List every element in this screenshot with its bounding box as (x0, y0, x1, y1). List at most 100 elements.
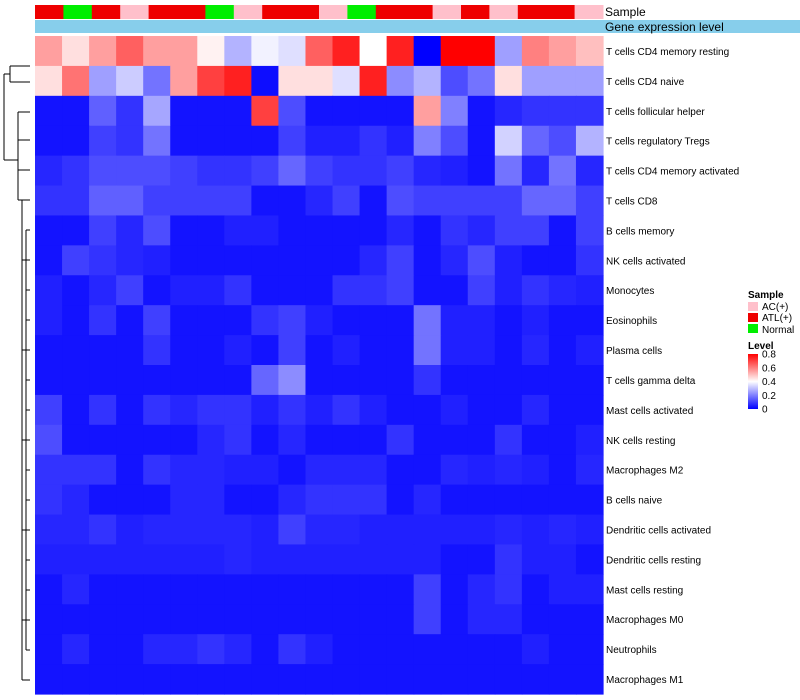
row-dendrogram (3, 65, 30, 681)
heatmap-cell (224, 335, 252, 366)
heatmap-cell (62, 155, 90, 187)
level-legend-title: Level (748, 341, 774, 352)
heatmap-cell (413, 365, 442, 396)
heatmap-cell (359, 634, 388, 665)
heatmap-cell (278, 125, 307, 157)
heatmap-cell (575, 36, 604, 67)
level-tick-labels: 0.8 0.6 0.4 0.2 0 (762, 350, 776, 416)
heatmap-cell (467, 454, 496, 486)
sample-annotation-cell (63, 5, 93, 19)
heatmap-cell (440, 36, 469, 67)
heatmap-cell (224, 275, 252, 306)
heatmap-cell (224, 574, 252, 605)
gene-expression-annotation-bar (35, 20, 800, 33)
heatmap-cell (467, 424, 496, 456)
heatmap-cell (521, 125, 550, 157)
heatmap-cell (305, 454, 334, 486)
level-tick-label: 0.2 (762, 391, 776, 402)
heatmap-cell (413, 275, 442, 306)
heatmap-cell (89, 574, 117, 605)
heatmap-cell (467, 604, 496, 635)
heatmap-cell (35, 185, 63, 217)
heatmap-cell (116, 95, 144, 127)
heatmap-cell (251, 514, 280, 546)
heatmap-cell (521, 574, 550, 605)
heatmap-cell (359, 95, 388, 127)
heatmap-cell (467, 275, 496, 306)
heatmap-cell (116, 335, 144, 366)
heatmap-cell (278, 664, 307, 695)
heatmap-cell (548, 36, 577, 67)
heatmap-cell (332, 335, 361, 366)
heatmap-cell (548, 155, 577, 187)
heatmap-cell (278, 215, 307, 246)
heatmap-cell (89, 514, 117, 546)
row-label: Neutrophils (606, 645, 657, 656)
heatmap-cell (62, 454, 90, 486)
sample-annotation-cell (432, 5, 462, 19)
heatmap-cell (224, 454, 252, 486)
heatmap-cell (224, 305, 252, 336)
sample-annotation-label: Sample (605, 5, 646, 19)
heatmap-cell (413, 215, 442, 246)
heatmap-cell (170, 664, 198, 695)
heatmap-cell (143, 544, 171, 575)
heatmap-cell (89, 185, 117, 217)
heatmap-cell (521, 664, 550, 695)
heatmap-cell (386, 65, 415, 97)
heatmap-cell (116, 484, 144, 516)
heatmap-cell (548, 365, 577, 396)
heatmap-cell (251, 544, 280, 575)
heatmap-cell (494, 335, 523, 366)
heatmap-cell (575, 454, 604, 486)
heatmap-cell (575, 664, 604, 695)
heatmap-cell (359, 65, 388, 97)
row-label: Dendritic cells activated (606, 526, 711, 537)
heatmap-cell (224, 65, 252, 97)
heatmap-cell (170, 245, 198, 276)
row-label: Eosinophils (606, 316, 657, 327)
heatmap-cell (251, 215, 280, 246)
heatmap-cell (89, 155, 117, 187)
heatmap-cell (440, 424, 469, 456)
heatmap-cell (251, 454, 280, 486)
heatmap-cell (548, 664, 577, 695)
row-label: Mast cells resting (606, 585, 683, 596)
heatmap-cell (332, 245, 361, 276)
heatmap-cell (35, 634, 63, 665)
row-label: NK cells resting (606, 436, 675, 447)
heatmap-cell (305, 215, 334, 246)
heatmap-cell (494, 454, 523, 486)
heatmap-cell (521, 424, 550, 456)
row-label: T cells regulatory Tregs (606, 137, 710, 148)
heatmap-cell (251, 305, 280, 336)
heatmap-cell (278, 65, 307, 97)
heatmap-cell (575, 634, 604, 665)
heatmap-cell (305, 65, 334, 97)
heatmap-cell (89, 634, 117, 665)
sample-annotation-cell (148, 5, 178, 19)
heatmap-cell (332, 394, 361, 426)
heatmap-cell (62, 574, 90, 605)
heatmap-cell (170, 574, 198, 605)
heatmap-cell (494, 125, 523, 157)
heatmap-cell (575, 305, 604, 336)
heatmap-cell (116, 604, 144, 635)
heatmap-cell (278, 394, 307, 426)
heatmap-cell (575, 95, 604, 127)
heatmap-cell (62, 664, 90, 695)
dendrogram-branch (3, 73, 10, 160)
heatmap-cell (224, 365, 252, 396)
sample-annotation-cell (262, 5, 292, 19)
heatmap-cell (548, 275, 577, 306)
heatmap-cell (548, 634, 577, 665)
heatmap-cell (278, 544, 307, 575)
heatmap-cell (359, 394, 388, 426)
heatmap-cells (35, 36, 604, 695)
heatmap-cell (62, 365, 90, 396)
heatmap-cell (575, 604, 604, 635)
heatmap-cell (332, 514, 361, 546)
heatmap-cell (494, 65, 523, 97)
heatmap-cell (413, 544, 442, 575)
heatmap-cell (170, 275, 198, 306)
